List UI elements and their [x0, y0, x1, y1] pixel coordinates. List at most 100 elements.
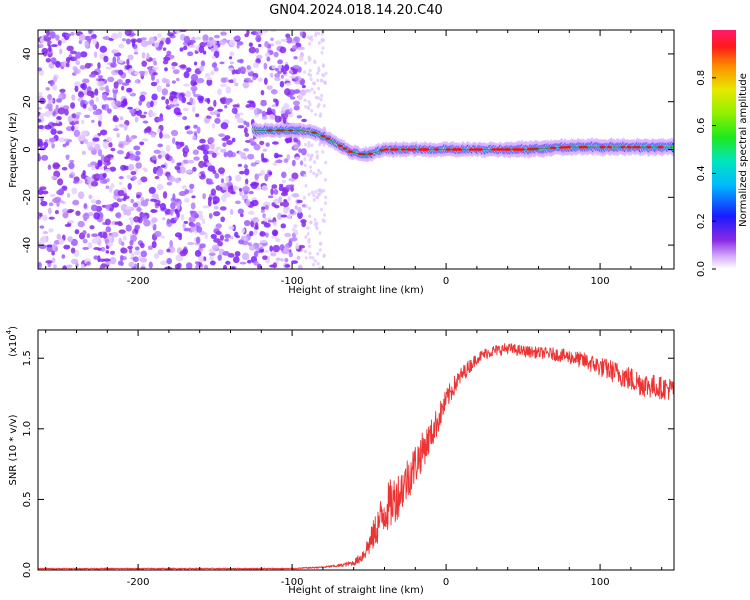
noise-speckle: [105, 250, 110, 254]
noise-speckle: [112, 202, 119, 208]
noise-speckle: [64, 108, 69, 116]
noise-speckle: [308, 102, 312, 107]
noise-speckle: [222, 251, 230, 256]
noise-speckle: [187, 189, 194, 194]
noise-speckle: [38, 43, 44, 49]
noise-speckle: [283, 111, 289, 120]
noise-speckle: [228, 39, 236, 47]
noise-speckle: [204, 144, 210, 151]
noise-speckle: [193, 156, 200, 161]
noise-speckle: [228, 67, 234, 71]
noise-speckle: [56, 98, 63, 103]
noise-speckle: [171, 91, 178, 96]
noise-speckle: [221, 137, 229, 142]
noise-speckle: [114, 49, 120, 53]
noise-speckle: [309, 154, 313, 159]
noise-speckle: [220, 122, 229, 130]
noise-speckle: [126, 87, 133, 93]
noise-speckle: [129, 219, 134, 225]
noise-speckle: [92, 137, 100, 142]
noise-speckle: [111, 99, 116, 108]
spectrogram-x-axis-label: Height of straight line (km): [288, 285, 424, 296]
noise-speckle: [58, 238, 64, 246]
noise-speckle: [157, 249, 164, 256]
noise-speckle: [219, 234, 224, 241]
snr-x-ticks: -200 -100 0 100: [45, 330, 663, 588]
noise-speckle: [317, 41, 321, 45]
noise-speckle: [161, 88, 168, 96]
noise-speckle: [73, 129, 81, 138]
noise-speckle: [271, 141, 279, 145]
noise-speckle: [184, 188, 190, 195]
noise-speckle: [99, 264, 103, 269]
noise-speckle: [67, 236, 73, 243]
noise-speckle: [302, 70, 306, 74]
noise-speckle: [116, 221, 123, 225]
noise-speckle: [166, 218, 171, 225]
noise-speckle: [116, 198, 123, 203]
noise-speckle: [259, 140, 265, 146]
noise-speckle: [112, 56, 117, 64]
noise-speckle: [103, 258, 111, 262]
noise-speckle: [39, 225, 45, 229]
noise-speckle: [116, 79, 123, 85]
noise-speckle: [212, 169, 217, 175]
noise-speckle: [50, 128, 57, 135]
noise-speckle: [90, 181, 99, 187]
noise-speckle: [144, 127, 152, 133]
noise-speckle: [323, 177, 327, 182]
noise-speckle: [209, 260, 216, 266]
noise-speckle: [79, 51, 88, 58]
noise-speckle: [128, 261, 135, 268]
noise-speckle: [105, 226, 112, 233]
noise-speckle: [99, 86, 106, 91]
noise-speckle: [293, 105, 300, 111]
noise-speckle: [81, 150, 86, 155]
noise-speckle: [213, 67, 219, 72]
noise-speckle: [45, 260, 53, 264]
noise-speckle: [63, 244, 71, 250]
noise-speckle: [134, 246, 140, 251]
noise-speckle: [38, 92, 43, 97]
noise-speckle: [44, 124, 52, 130]
noise-speckle: [255, 159, 261, 163]
noise-speckle: [92, 104, 98, 111]
noise-speckle: [246, 65, 251, 70]
noise-speckle: [178, 234, 183, 241]
noise-speckle: [161, 96, 166, 100]
noise-speckle: [288, 178, 295, 182]
noise-speckle: [311, 256, 315, 260]
noise-speckle: [169, 239, 173, 248]
noise-speckle: [183, 220, 189, 224]
noise-speckle: [148, 66, 152, 74]
noise-speckle: [119, 254, 124, 262]
noise-speckle: [57, 94, 63, 99]
noise-speckle: [56, 116, 62, 121]
noise-speckle: [121, 241, 125, 246]
noise-speckle: [194, 249, 202, 257]
noise-speckle: [215, 230, 222, 236]
noise-speckle: [274, 160, 283, 164]
noise-speckle: [84, 62, 91, 69]
noise-speckle: [95, 96, 99, 103]
noise-speckle: [129, 150, 134, 154]
noise-speckle: [64, 33, 72, 37]
noise-speckle: [140, 200, 149, 207]
noise-speckle: [93, 212, 101, 220]
noise-speckle: [73, 56, 78, 61]
snr-panel: -200 -100 0 100 0.0 0.5 1.0 1.5 Height of stra…: [5, 326, 675, 596]
noise-speckle: [168, 175, 176, 183]
noise-speckle: [143, 219, 151, 227]
noise-speckle: [108, 235, 113, 243]
noise-speckle: [277, 59, 283, 65]
spectrogram-x-ticks: -200 -100 0 100: [45, 30, 663, 287]
noise-speckle: [120, 85, 125, 91]
noise-speckle: [291, 159, 296, 167]
noise-speckle: [40, 200, 48, 207]
noise-speckle: [303, 98, 307, 103]
noise-speckle: [197, 173, 202, 177]
noise-speckle: [179, 30, 187, 33]
noise-speckle: [196, 226, 203, 233]
noise-speckle: [280, 223, 286, 229]
noise-speckle: [117, 31, 123, 39]
